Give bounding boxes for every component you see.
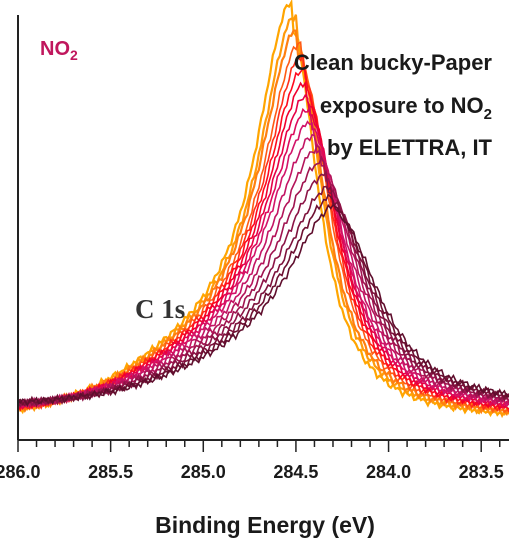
x-axis-tick-labels: 286.0 285.5 285.0 284.5 284.0 283.5 <box>0 462 504 482</box>
spectrum-series-line <box>17 193 509 406</box>
x-tick-label: 285.0 <box>181 462 226 482</box>
x-tick-label: 284.5 <box>273 462 318 482</box>
spectrum-series-line <box>17 155 509 409</box>
spectrum-series-line <box>17 67 509 412</box>
annotation-line-3: by ELETTRA, IT <box>327 135 493 160</box>
annotation-line-1: Clean bucky-Paper <box>294 50 493 75</box>
x-tick-label: 284.0 <box>366 462 411 482</box>
spectra-curves <box>16 0 509 419</box>
x-axis-title: Binding Energy (eV) <box>155 512 375 538</box>
x-axis-ticks <box>17 440 501 452</box>
x-tick-label: 285.5 <box>88 462 133 482</box>
x-tick-label: 286.0 <box>0 462 41 482</box>
peak-label: C 1s <box>135 294 185 324</box>
x-tick-label: 283.5 <box>459 462 504 482</box>
species-label: NO2 <box>40 38 78 63</box>
annotation-line-2: exposure to NO2 <box>320 93 492 123</box>
spectrum-series-line <box>17 203 509 408</box>
